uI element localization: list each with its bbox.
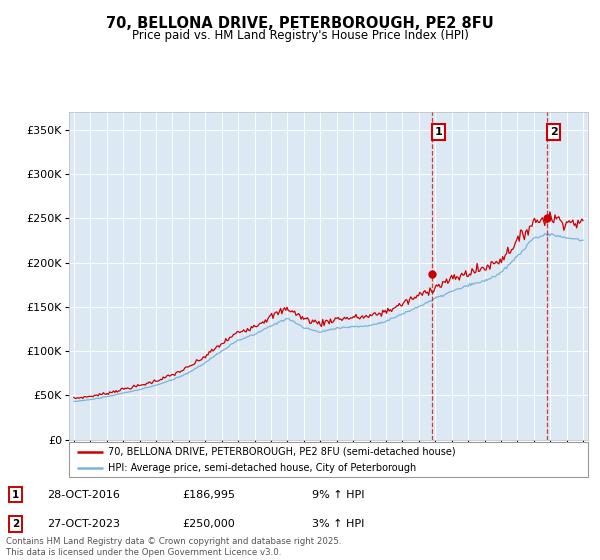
Text: 3% ↑ HPI: 3% ↑ HPI bbox=[312, 519, 364, 529]
Text: 27-OCT-2023: 27-OCT-2023 bbox=[47, 519, 120, 529]
Text: £186,995: £186,995 bbox=[182, 489, 235, 500]
Text: Price paid vs. HM Land Registry's House Price Index (HPI): Price paid vs. HM Land Registry's House … bbox=[131, 29, 469, 42]
Text: 2: 2 bbox=[12, 519, 19, 529]
Text: Contains HM Land Registry data © Crown copyright and database right 2025.
This d: Contains HM Land Registry data © Crown c… bbox=[6, 537, 341, 557]
Text: £250,000: £250,000 bbox=[182, 519, 235, 529]
Text: 28-OCT-2016: 28-OCT-2016 bbox=[47, 489, 120, 500]
Text: 2: 2 bbox=[550, 127, 557, 137]
Text: 70, BELLONA DRIVE, PETERBOROUGH, PE2 8FU (semi-detached house): 70, BELLONA DRIVE, PETERBOROUGH, PE2 8FU… bbox=[108, 447, 455, 457]
Text: 9% ↑ HPI: 9% ↑ HPI bbox=[312, 489, 364, 500]
Text: 1: 1 bbox=[435, 127, 443, 137]
Text: 1: 1 bbox=[12, 489, 19, 500]
Text: 70, BELLONA DRIVE, PETERBOROUGH, PE2 8FU: 70, BELLONA DRIVE, PETERBOROUGH, PE2 8FU bbox=[106, 16, 494, 31]
FancyBboxPatch shape bbox=[69, 442, 588, 477]
Text: HPI: Average price, semi-detached house, City of Peterborough: HPI: Average price, semi-detached house,… bbox=[108, 463, 416, 473]
